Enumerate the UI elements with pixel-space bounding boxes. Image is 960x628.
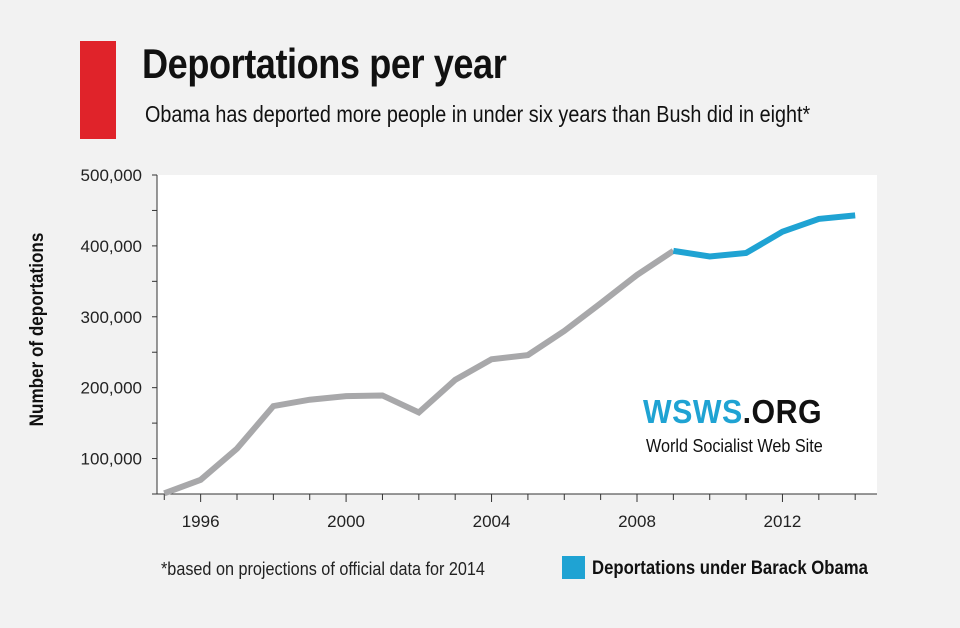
wsws-logo: WSWS.ORG: [643, 393, 822, 431]
accent-red-bar: [80, 41, 116, 139]
footnote: *based on projections of official data f…: [161, 559, 485, 579]
logo-tagline: World Socialist Web Site: [646, 436, 823, 456]
logo-org-text: .ORG: [742, 393, 823, 430]
x-tick-label: 1996: [182, 512, 220, 531]
x-tick-label: 2008: [618, 512, 656, 531]
legend-swatch-obama: [562, 556, 585, 579]
legend-label-obama: Deportations under Barack Obama: [592, 558, 868, 579]
y-tick-label: 500,000: [81, 166, 142, 185]
y-tick-label: 300,000: [81, 308, 142, 327]
plot-area: [157, 175, 877, 494]
chart-subtitle: Obama has deported more people in under …: [145, 101, 811, 127]
x-tick-label: 2000: [327, 512, 365, 531]
x-tick-label: 2012: [764, 512, 802, 531]
x-tick-label: 2004: [473, 512, 511, 531]
y-tick-label: 100,000: [81, 450, 142, 469]
series-line-obama: [672, 212, 856, 260]
chart-title: Deportations per year: [142, 40, 507, 87]
y-tick-label: 200,000: [81, 379, 142, 398]
logo-brand-text: WSWS: [643, 393, 743, 430]
y-axis-label: Number of deportations: [26, 233, 47, 427]
y-tick-label: 400,000: [81, 237, 142, 256]
